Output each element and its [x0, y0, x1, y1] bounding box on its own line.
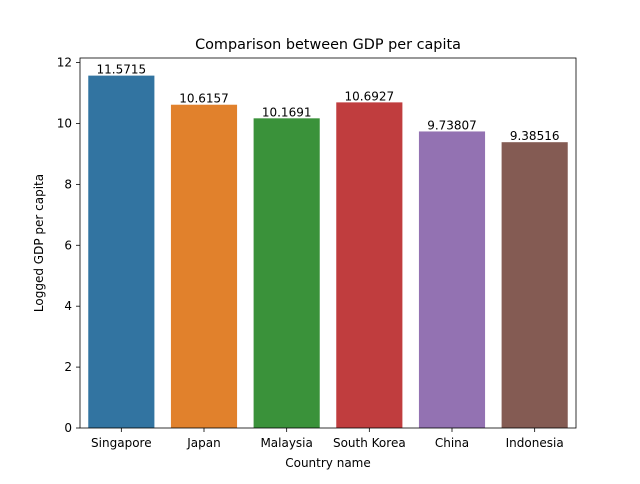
bar-south-korea [336, 102, 403, 428]
x-tick-label-malaysia: Malaysia [260, 436, 312, 450]
x-tick-label-japan: Japan [186, 436, 220, 450]
x-tick-label-indonesia: Indonesia [506, 436, 564, 450]
value-label-malaysia: 10.1691 [262, 105, 312, 119]
bar-indonesia [501, 142, 568, 428]
y-tick-label-12: 12 [57, 56, 72, 70]
x-axis-ticks: Singapore Japan Malaysia South Korea China In… [91, 428, 564, 450]
value-label-japan: 10.6157 [179, 92, 229, 106]
y-tick-label-6: 6 [64, 238, 72, 252]
value-label-china: 9.73807 [427, 118, 477, 132]
value-label-singapore: 11.5715 [97, 63, 147, 77]
y-tick-label-10: 10 [57, 116, 72, 130]
x-tick-label-south-korea: South Korea [333, 436, 406, 450]
plot-frame [79, 57, 577, 429]
bar-japan [170, 104, 238, 428]
y-axis-label: Logged GDP per capita [32, 174, 46, 312]
bar-china [418, 131, 486, 429]
bar-malaysia [253, 118, 320, 428]
bar-singapore [88, 75, 155, 428]
bars-layer [88, 75, 568, 429]
x-tick-label-singapore: Singapore [91, 436, 152, 450]
y-tick-label-2: 2 [64, 360, 72, 374]
x-tick-label-china: China [435, 436, 469, 450]
y-tick-label-8: 8 [64, 177, 72, 191]
chart-title: Comparison between GDP per capita [195, 37, 461, 53]
value-label-indonesia: 9.38516 [510, 129, 560, 143]
y-tick-label-0: 0 [64, 421, 72, 435]
y-axis-ticks: 0 2 4 6 8 10 12 [57, 56, 80, 435]
value-label-south-korea: 10.6927 [345, 89, 395, 103]
value-labels-layer: 11.5715 10.6157 10.1691 10.6927 9.73807 9.385… [97, 63, 560, 144]
y-tick-label-4: 4 [64, 299, 72, 313]
x-axis-label: Country name [285, 456, 371, 470]
